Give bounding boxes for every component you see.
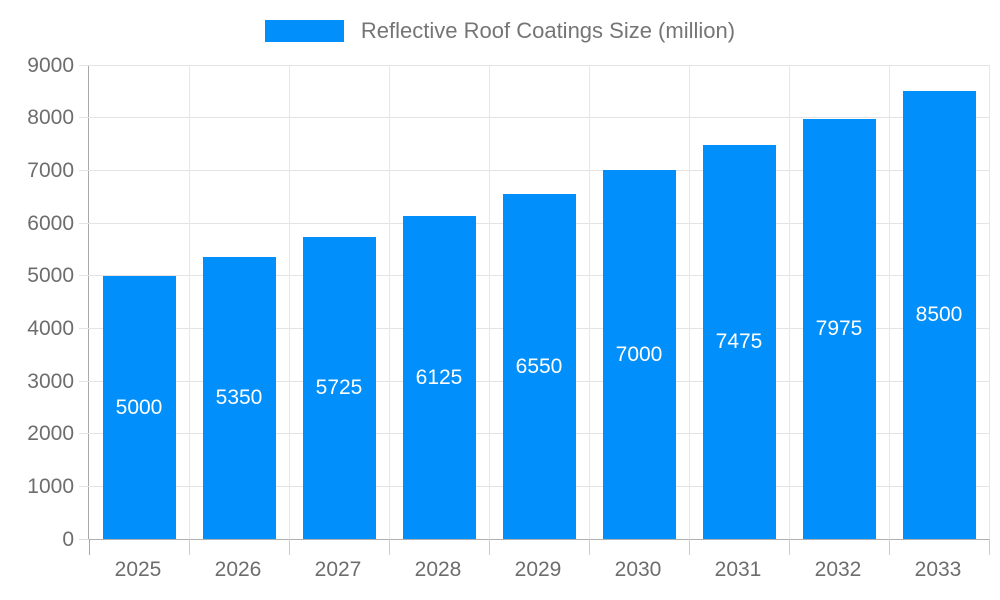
- tick-x-6: [688, 539, 690, 555]
- y-tick-label-3000: 3000: [27, 369, 74, 393]
- gridline-x-7: [788, 65, 790, 539]
- tick-x-0: [88, 539, 90, 555]
- x-tick-label-2031: 2031: [714, 558, 762, 581]
- bar-2029[interactable]: 6550: [502, 194, 576, 539]
- x-tick-label-2033: 2033: [914, 558, 962, 581]
- bar-value-label: 7475: [715, 330, 763, 353]
- y-tick-label-6000: 6000: [27, 211, 74, 235]
- bar-value-label: 5000: [115, 395, 163, 419]
- bar-2025[interactable]: 5000: [102, 276, 176, 539]
- y-tick-label-8000: 8000: [27, 106, 74, 130]
- bar-2026[interactable]: 5350: [202, 257, 276, 539]
- gridline-x-6: [688, 65, 690, 539]
- y-tick-label-9000: 9000: [27, 53, 74, 77]
- gridline-x-8: [888, 65, 890, 539]
- y-tick-label-4000: 4000: [27, 316, 74, 340]
- bar-value-label: 5725: [315, 376, 363, 399]
- legend-label: Reflective Roof Coatings Size (million): [360, 18, 736, 43]
- bar-value-label: 5350: [215, 386, 263, 409]
- gridline-x-1: [188, 65, 190, 539]
- y-tick-label-5000: 5000: [27, 264, 74, 288]
- bar-value-label: 6125: [415, 365, 463, 389]
- gridline-y-9000: [79, 64, 989, 66]
- gridline-x-9: [988, 65, 990, 539]
- tick-x-8: [888, 539, 890, 555]
- gridline-y-7000: [79, 169, 989, 171]
- legend-swatch-icon: [264, 20, 344, 42]
- gridline-x-3: [388, 65, 390, 539]
- bar-value-label: 7000: [615, 342, 663, 366]
- x-tick-label-2026: 2026: [214, 558, 262, 581]
- bar-2033[interactable]: 8500: [902, 91, 976, 539]
- plot-area: 5000 5350 5725 6125 6550 7000 7475 7975 8500: [79, 64, 990, 555]
- tick-y-0: [79, 538, 89, 540]
- bar-2027[interactable]: 5725: [302, 237, 376, 539]
- bar-value-label: 6550: [515, 354, 563, 378]
- gridline-x-4: [488, 65, 490, 539]
- chart-legend[interactable]: Reflective Roof Coatings Size (million): [0, 18, 1000, 44]
- gridline-x-5: [588, 65, 590, 539]
- tick-x-2: [288, 539, 290, 555]
- x-tick-label-2032: 2032: [814, 558, 862, 581]
- tick-x-1: [188, 539, 190, 555]
- bar-2028[interactable]: 6125: [402, 216, 476, 539]
- gridline-x-2: [288, 65, 290, 539]
- tick-x-7: [788, 539, 790, 555]
- bar-value-label: 7975: [815, 317, 863, 340]
- y-tick-label-2000: 2000: [27, 422, 74, 446]
- tick-x-4: [488, 539, 490, 555]
- tick-x-5: [588, 539, 590, 555]
- bar-value-label: 8500: [915, 303, 963, 326]
- y-tick-label-7000: 7000: [27, 158, 74, 182]
- bar-2031[interactable]: 7475: [702, 145, 776, 539]
- bar-2032[interactable]: 7975: [802, 119, 876, 539]
- tick-x-9: [988, 539, 990, 555]
- y-tick-label-1000: 1000: [27, 474, 74, 498]
- bar-2030[interactable]: 7000: [602, 170, 676, 539]
- x-tick-label-2029: 2029: [514, 558, 562, 581]
- y-tick-label-0: 0: [62, 527, 74, 551]
- x-tick-label-2028: 2028: [414, 558, 462, 581]
- x-tick-label-2030: 2030: [614, 558, 662, 581]
- x-tick-label-2025: 2025: [114, 558, 162, 581]
- gridline-y-8000: [79, 117, 989, 119]
- tick-x-3: [388, 539, 390, 555]
- x-tick-label-2027: 2027: [314, 558, 362, 581]
